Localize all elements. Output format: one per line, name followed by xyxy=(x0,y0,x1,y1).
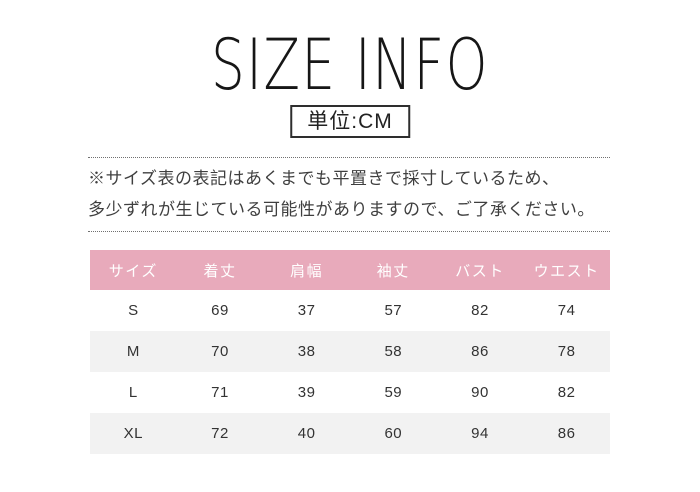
size-table-body: S 69 37 57 82 74 M 70 38 58 86 78 L 71 39 59 90 82 XL 72 40 6… xyxy=(90,290,610,454)
measurement-cell: 78 xyxy=(523,331,610,372)
measurement-cell: 74 xyxy=(523,290,610,331)
measurement-cell: 59 xyxy=(349,372,437,413)
measurement-cell: 90 xyxy=(436,372,524,413)
size-label-cell: L xyxy=(90,372,177,413)
size-label-cell: M xyxy=(90,331,177,372)
measurement-cell: 72 xyxy=(176,413,264,454)
table-row: M 70 38 58 86 78 xyxy=(90,331,610,372)
column-header: 肩幅 xyxy=(263,250,350,290)
note-line-2: 多少ずれが生じている可能性がありますので、ご了承ください。 xyxy=(88,200,595,219)
column-header: ウエスト xyxy=(523,250,610,290)
size-table-head-row: サイズ 着丈 肩幅 袖丈 バスト ウエスト xyxy=(90,250,610,290)
measurement-cell: 37 xyxy=(263,290,350,331)
column-header: サイズ xyxy=(90,250,177,290)
measurement-cell: 86 xyxy=(436,331,524,372)
note-line-1: ※サイズ表の表記はあくまでも平置きで採寸しているため、 xyxy=(88,169,560,188)
table-row: L 71 39 59 90 82 xyxy=(90,372,610,413)
measurement-cell: 71 xyxy=(176,372,264,413)
measurement-cell: 60 xyxy=(349,413,437,454)
measurement-cell: 58 xyxy=(349,331,437,372)
column-header: バスト xyxy=(436,250,524,290)
measurement-cell: 40 xyxy=(263,413,350,454)
measurement-cell: 39 xyxy=(263,372,350,413)
unit-label: 単位:CM xyxy=(307,110,393,133)
column-header: 袖丈 xyxy=(349,250,437,290)
column-header: 着丈 xyxy=(176,250,264,290)
table-row: S 69 37 57 82 74 xyxy=(90,290,610,331)
measurement-cell: 69 xyxy=(176,290,264,331)
unit-box: 単位:CM xyxy=(290,105,410,138)
measurement-cell: 38 xyxy=(263,331,350,372)
measurement-cell: 82 xyxy=(523,372,610,413)
measurement-note: ※サイズ表の表記はあくまでも平置きで採寸しているため、 多少ずれが生じている可能… xyxy=(88,157,610,232)
measurement-cell: 94 xyxy=(436,413,524,454)
measurement-cell: 86 xyxy=(523,413,610,454)
size-table: サイズ 着丈 肩幅 袖丈 バスト ウエスト S 69 37 57 82 74 M 70 38 58 86 78 L… xyxy=(90,250,610,454)
table-row: XL 72 40 60 94 86 xyxy=(90,413,610,454)
size-label-cell: S xyxy=(90,290,177,331)
size-table-head: サイズ 着丈 肩幅 袖丈 バスト ウエスト xyxy=(90,250,610,290)
measurement-cell: 70 xyxy=(176,331,264,372)
size-label-cell: XL xyxy=(90,413,177,454)
page-title: SIZE INFO xyxy=(210,24,490,106)
measurement-cell: 57 xyxy=(349,290,437,331)
measurement-cell: 82 xyxy=(436,290,524,331)
